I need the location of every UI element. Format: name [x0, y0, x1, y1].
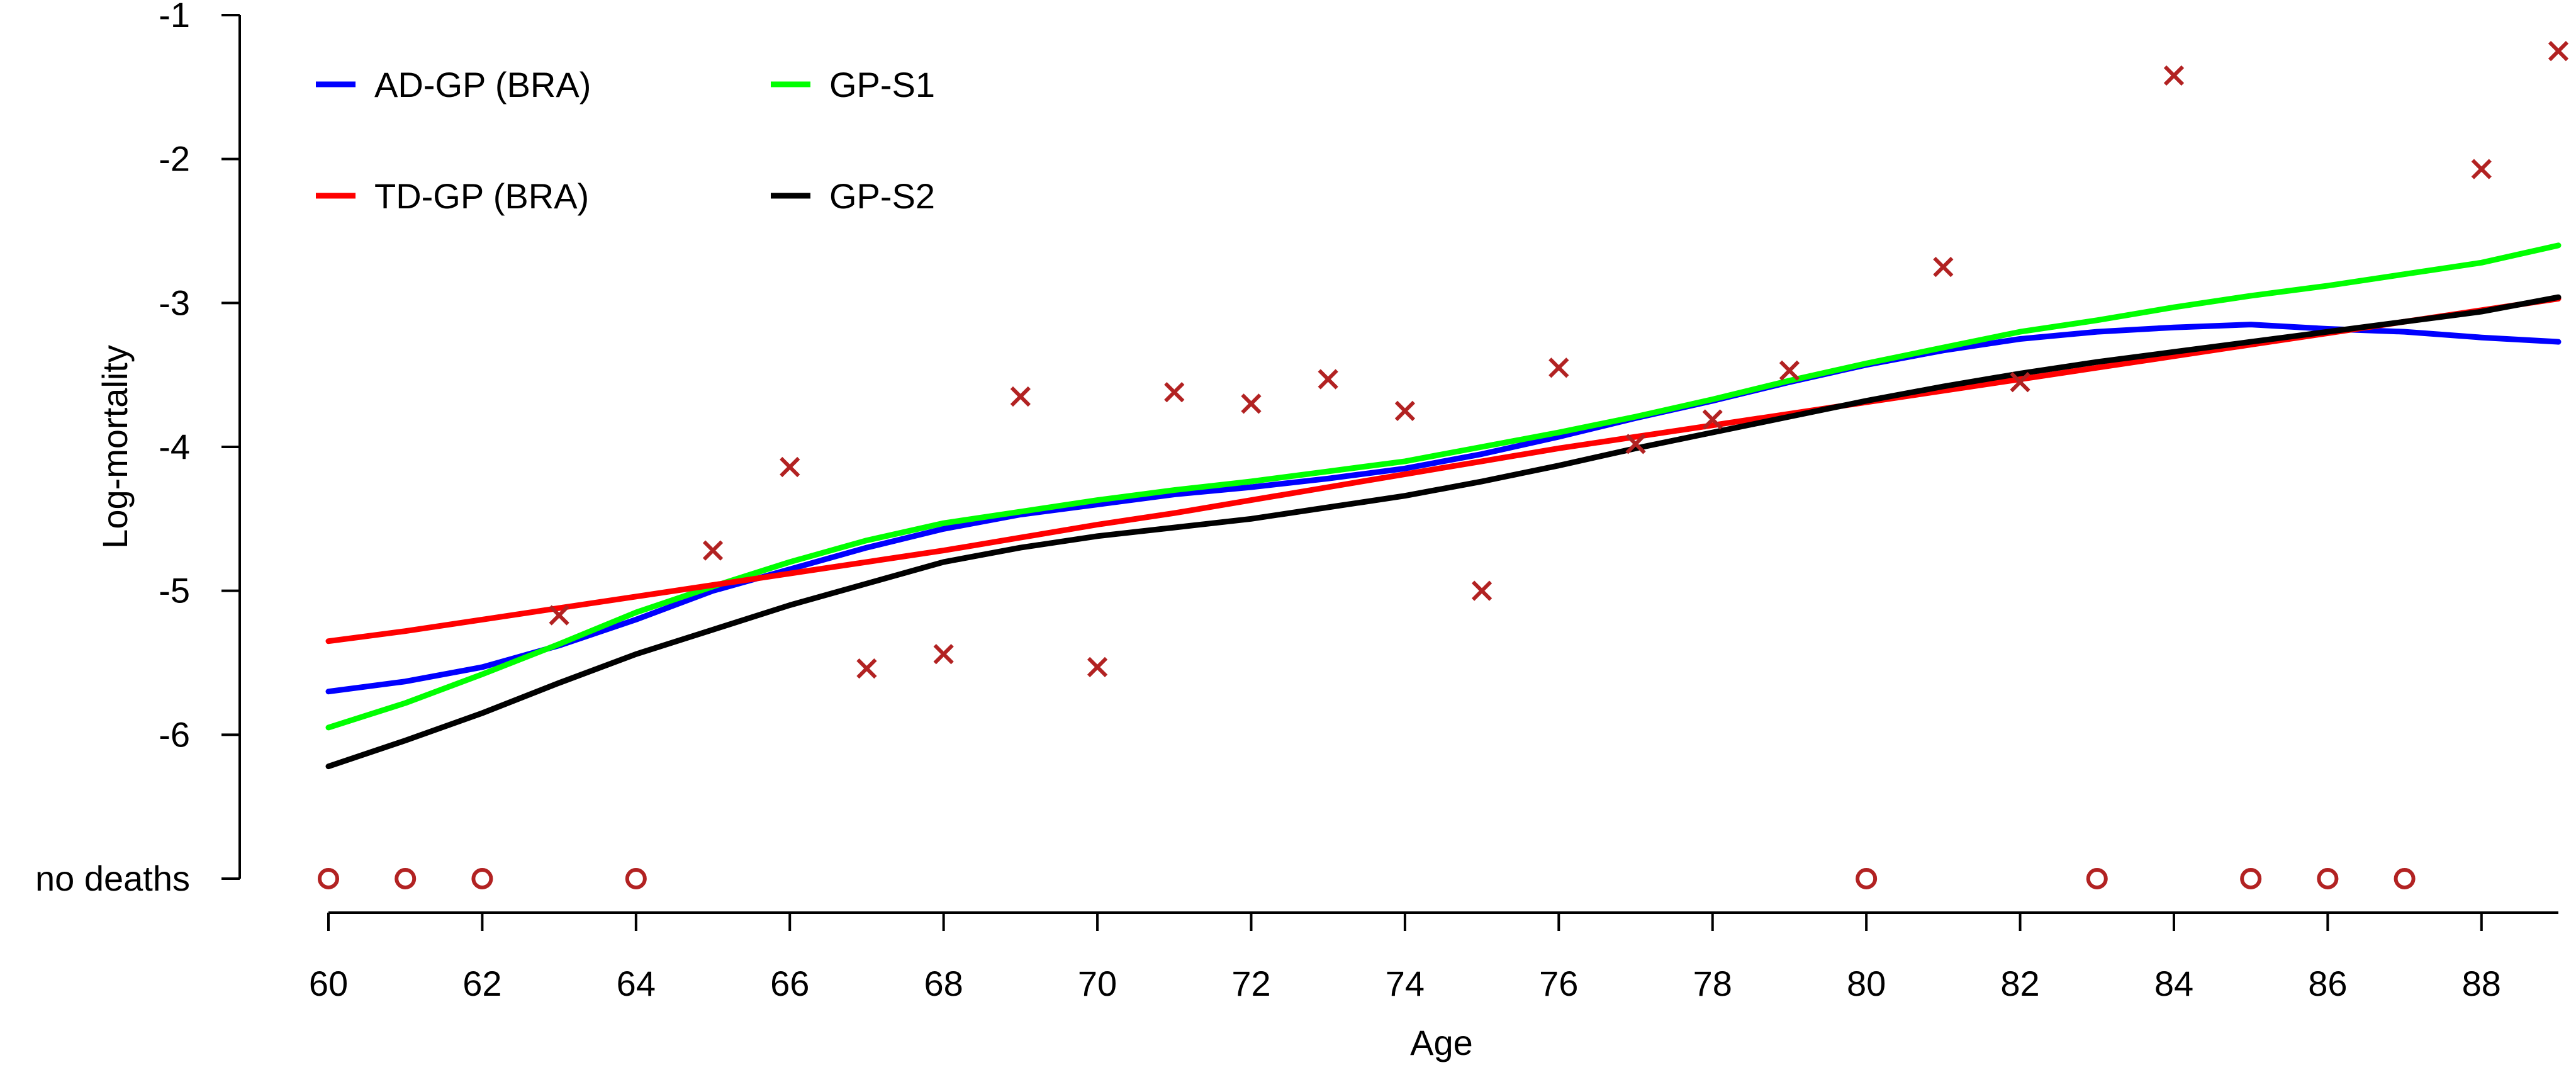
x-tick-label: 78: [1693, 964, 1732, 1003]
legend: AD-GP (BRA) GP-S1 TD-GP (BRA) GP-S2: [316, 65, 935, 216]
observed-point-stroke: [2548, 41, 2569, 62]
observed-point-stroke: [2163, 65, 2185, 86]
observed-point: [1087, 656, 1108, 677]
observed-point-stroke: [1625, 434, 1646, 454]
no-death-point: [2317, 868, 2339, 889]
legend-label: TD-GP (BRA): [374, 176, 589, 216]
fitted-curves: [325, 242, 2562, 770]
observed-point: [2548, 41, 2569, 62]
y-tick-label: -1: [159, 0, 190, 35]
observed-point: [1318, 369, 1338, 390]
legend-label: GP-S1: [829, 65, 935, 104]
observed-point: [780, 456, 800, 478]
legend-item: TD-GP (BRA): [316, 176, 589, 216]
observed-point-stroke: [856, 658, 877, 679]
legend-label: AD-GP (BRA): [374, 65, 591, 104]
no-death-point: [625, 868, 647, 889]
observed-point-stroke: [2471, 159, 2492, 179]
observed-point: [2010, 371, 2030, 393]
legend-item: GP-S1: [771, 65, 935, 104]
observed-point: [1548, 358, 1569, 378]
observed-point: [1164, 381, 1185, 403]
no-death-point: [318, 868, 339, 889]
series-line-gp-s2: [325, 294, 2562, 770]
observed-point: [1625, 434, 1646, 454]
x-ticks: 60 62 64 66 68 70 72 74 76 78 80 82 84 86 88: [309, 913, 2501, 1003]
x-tick-label: 66: [770, 964, 809, 1003]
x-tick-label: 88: [2462, 964, 2501, 1003]
x-tick-label: 72: [1231, 964, 1270, 1003]
x-tick-label: 80: [1847, 964, 1886, 1003]
observed-point-stroke: [1394, 400, 1416, 421]
observed-point: [2471, 159, 2492, 179]
observed-point: [1394, 400, 1416, 421]
y-tick-label: -2: [159, 139, 190, 179]
x-tick-label: 86: [2308, 964, 2347, 1003]
legend-item: GP-S2: [771, 176, 935, 216]
x-tick-label: 70: [1078, 964, 1117, 1003]
observed-point-stroke: [933, 644, 954, 665]
series-line-td-gp-bra: [325, 296, 2562, 645]
legend-label: GP-S2: [829, 176, 935, 216]
x-tick-label: 84: [2154, 964, 2193, 1003]
legend-item: AD-GP (BRA): [316, 65, 591, 104]
observed-point: [549, 605, 569, 626]
observed-point-stroke: [1702, 409, 1723, 430]
y-tick-label: -6: [159, 714, 190, 754]
observed-point-stroke: [1779, 360, 1800, 381]
observed-point: [2163, 65, 2185, 86]
x-tick-label: 68: [924, 964, 963, 1003]
y-ticks: -1 -2 -3 -4 -5 -6 no deaths: [35, 0, 240, 898]
observed-point-stroke: [549, 605, 569, 626]
observed-point-stroke: [1933, 257, 1954, 278]
series-line-gp-s1: [325, 242, 2562, 731]
observed-point-stroke: [1164, 381, 1185, 403]
observed-point: [1702, 409, 1723, 430]
observed-point: [702, 540, 724, 561]
observed-point-stroke: [780, 456, 800, 478]
y-tick-label: -3: [159, 283, 190, 322]
observed-point-stroke: [2010, 371, 2030, 393]
observed-point: [856, 658, 877, 679]
x-tick-label: 62: [462, 964, 501, 1003]
y-axis-title: Log-mortality: [95, 345, 135, 549]
observed-point: [1241, 393, 1262, 414]
no-death-point: [2086, 868, 2108, 889]
observed-points: [318, 41, 2569, 889]
observed-point-stroke: [1548, 358, 1569, 378]
y-tick-label: -5: [159, 571, 190, 611]
x-tick-label: 76: [1539, 964, 1578, 1003]
observed-point: [1933, 257, 1954, 278]
observed-point-stroke: [702, 540, 724, 561]
x-tick-label: 64: [617, 964, 656, 1003]
observed-point: [933, 644, 954, 665]
x-tick-label: 60: [309, 964, 348, 1003]
observed-point-stroke: [1241, 393, 1262, 414]
no-death-point: [2240, 868, 2262, 889]
observed-point-stroke: [1318, 369, 1338, 390]
y-tick-label: -4: [159, 427, 190, 466]
observed-point: [1471, 580, 1492, 601]
x-tick-label: 74: [1386, 964, 1425, 1003]
no-death-point: [471, 868, 493, 889]
x-axis-title: Age: [1410, 1023, 1473, 1062]
observed-point: [1010, 386, 1031, 407]
observed-point-stroke: [1087, 656, 1108, 677]
y-tick-label: no deaths: [35, 859, 190, 898]
observed-point-stroke: [1010, 386, 1031, 407]
no-death-point: [395, 868, 417, 889]
x-tick-label: 82: [2000, 964, 2039, 1003]
observed-point: [1779, 360, 1800, 381]
no-death-point: [1856, 868, 1878, 889]
series-line-ad-gp-bra: [325, 322, 2562, 695]
no-death-point: [2394, 868, 2416, 889]
observed-point-stroke: [1471, 580, 1492, 601]
